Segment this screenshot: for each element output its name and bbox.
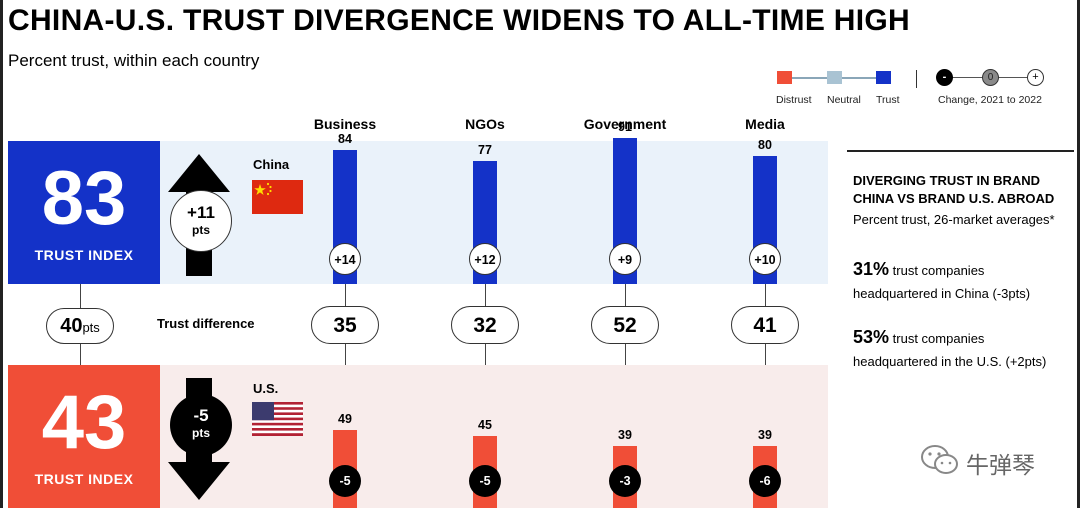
us-change-ngos: -5 [469, 465, 501, 497]
us-change-business: -5 [329, 465, 361, 497]
china-change-ngos: +12 [469, 243, 501, 275]
legend-neutral-label: Neutral [827, 94, 861, 106]
legend-change-label: Change, 2021 to 2022 [938, 94, 1042, 106]
sidebar-top-rule [847, 150, 1074, 152]
china-trust-index-box: 83 TRUST INDEX [8, 141, 160, 284]
china-change-government: +9 [609, 243, 641, 275]
stat-china-text1: trust companies [892, 263, 985, 278]
stat-china-value: 31% [853, 259, 890, 279]
china-change-business: +14 [329, 243, 361, 275]
china-bar-label-government: 91 [618, 120, 632, 135]
legend-distrust-swatch [777, 71, 792, 84]
us-bar-label-business: 49 [338, 411, 352, 426]
us-change-circle: -5 pts [170, 394, 232, 456]
legend-trust-swatch [876, 71, 891, 84]
column-header-business: Business [313, 116, 377, 132]
legend-distrust-label: Distrust [776, 94, 812, 106]
watermark-text: 牛弹琴 [966, 453, 1035, 479]
china-country-label: China [253, 157, 290, 172]
stat-us-text2: headquartered in the U.S. (+2pts) [853, 354, 1047, 369]
sidebar-title: DIVERGING TRUST IN BRAND CHINA VS BRAND … [853, 172, 1054, 208]
us-bar-label-government: 39 [618, 427, 632, 442]
china-bar-label-media: 80 [758, 138, 772, 152]
legend-divider [916, 70, 917, 88]
legend-plus-circle: + [1027, 69, 1044, 86]
china-change-unit: pts [192, 223, 210, 237]
us-change-media: -6 [749, 465, 781, 497]
us-trust-index-box: 43 TRUST INDEX [8, 365, 160, 508]
sidebar-stat-china: 31% trust companies headquartered in Chi… [853, 258, 1030, 305]
legend-neutral-swatch [827, 71, 842, 84]
legend-minus-circle: - [936, 69, 953, 86]
china-flag-icon [252, 180, 303, 214]
difference-pill-ngos: 32 [451, 306, 519, 344]
legend-zero-circle: 0 [982, 69, 999, 86]
china-trust-index-value: 83 [41, 156, 127, 241]
stat-china-text2: headquartered in China (-3pts) [853, 286, 1031, 301]
sidebar-stat-us: 53% trust companies headquartered in the… [853, 326, 1046, 373]
total-difference-unit: pts [82, 320, 100, 335]
china-trust-index-label: TRUST INDEX [34, 247, 134, 263]
us-change-unit: pts [192, 426, 210, 440]
difference-pill-business: 35 [311, 306, 379, 344]
us-country-label: U.S. [253, 381, 279, 396]
page-title: CHINA-U.S. TRUST DIVERGENCE WIDENS TO AL… [8, 4, 910, 37]
legend-trust-label: Trust [876, 94, 900, 106]
us-bar-label-ngos: 45 [478, 418, 492, 432]
stat-us-value: 53% [853, 327, 890, 347]
us-trust-index-value: 43 [41, 380, 127, 465]
trust-difference-label: Trust difference [157, 316, 255, 331]
page-subtitle: Percent trust, within each country [8, 51, 260, 70]
china-change-value: +11 [187, 203, 215, 222]
difference-pill-government: 52 [591, 306, 659, 344]
china-bar-label-ngos: 77 [478, 142, 492, 157]
column-header-media: Media [745, 116, 785, 132]
us-change-government: -3 [609, 465, 641, 497]
us-flag-icon [252, 402, 303, 436]
us-trust-index-label: TRUST INDEX [34, 471, 134, 487]
china-bar-label-business: 84 [338, 131, 352, 146]
sidebar-title-line1: DIVERGING TRUST IN BRAND [853, 173, 1041, 188]
stat-us-text1: trust companies [892, 331, 985, 346]
us-change-value: -5 [193, 406, 209, 425]
wechat-logo-icon [921, 445, 958, 474]
us-bar-label-media: 39 [758, 427, 772, 442]
total-difference-pill: 40pts [46, 308, 114, 344]
total-difference-value: 40 [60, 315, 83, 337]
sidebar-title-line2: CHINA VS BRAND U.S. ABROAD [853, 191, 1055, 206]
sidebar-subtitle: Percent trust, 26-market averages* [853, 212, 1055, 227]
difference-pill-media: 41 [731, 306, 799, 344]
china-change-media: +10 [749, 243, 781, 275]
column-header-government: Government [583, 116, 667, 132]
china-change-circle: +11 pts [170, 190, 232, 252]
column-header-ngos: NGOs [465, 116, 505, 132]
